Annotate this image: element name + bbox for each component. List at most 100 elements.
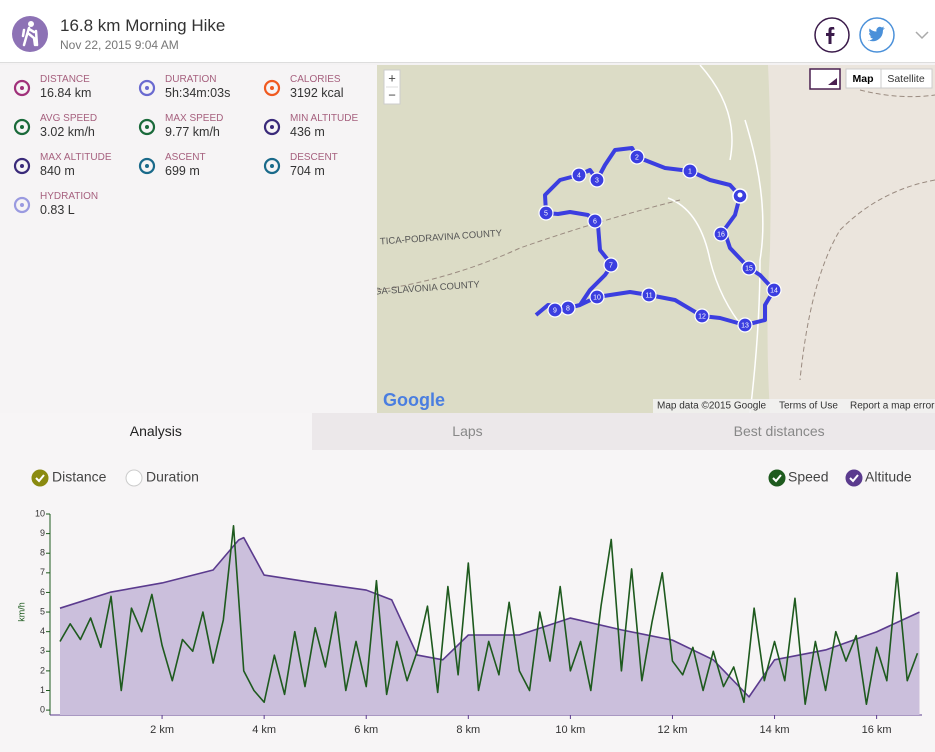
stat-label: MIN ALTITUDE <box>290 113 359 124</box>
route-marker-label: 10 <box>593 294 601 301</box>
route-marker-label: 7 <box>609 262 613 269</box>
stat: MIN ALTITUDE 436 m <box>290 113 358 139</box>
activity-date: Nov 22, 2015 9:04 AM <box>60 38 179 52</box>
icon-shape <box>138 79 156 97</box>
route-marker-label: 4 <box>577 172 581 179</box>
stat-icon <box>13 79 31 97</box>
y-tick-label: 7 <box>40 567 45 577</box>
stat: AVG SPEED 3.02 km/h <box>40 113 97 139</box>
y-tick-label: 8 <box>40 548 45 558</box>
zoom-in[interactable]: + <box>388 70 396 85</box>
route-marker-label: 1 <box>688 168 692 175</box>
speed-line <box>59 524 919 706</box>
stat-icon <box>138 118 156 136</box>
tab[interactable]: Best distances <box>623 413 935 450</box>
icon-dot <box>270 125 274 129</box>
route-marker <box>629 149 645 165</box>
stat: MAX ALTITUDE 840 m <box>40 152 112 178</box>
activity-title: 16.8 km Morning Hike <box>60 16 226 35</box>
icon-dot <box>20 164 24 168</box>
stat-value: 699 m <box>165 164 200 178</box>
stat: HYDRATION 0.83 L <box>40 191 98 217</box>
route-marker-label: 12 <box>698 313 706 320</box>
x-mode-toggle[interactable] <box>31 469 49 487</box>
icon-dot <box>270 86 274 90</box>
x-tick-label: 2 km <box>150 724 174 736</box>
x-mode-label[interactable]: Duration <box>146 469 199 485</box>
icon-dot <box>20 86 24 90</box>
y-tick-label: 1 <box>40 685 45 695</box>
route-marker <box>587 213 603 229</box>
y-tick-label: 9 <box>40 528 45 538</box>
start-pin <box>732 188 748 204</box>
map-terms[interactable]: Terms of Use <box>779 401 838 412</box>
x-tick-label: 6 km <box>354 724 378 736</box>
legend-label[interactable]: Speed <box>788 469 828 485</box>
stat-label: DESCENT <box>290 152 338 163</box>
stat-icon <box>13 118 31 136</box>
icon-shape <box>13 196 31 214</box>
map-logo: Google <box>383 390 445 410</box>
tabs: Analysis Laps Best distances <box>0 413 935 450</box>
route-marker <box>589 172 605 188</box>
y-tick-label: 4 <box>40 626 45 636</box>
x-mode-label[interactable]: Distance <box>52 469 107 485</box>
stat: DURATION 5h:34m:03s <box>165 74 230 100</box>
tab[interactable]: Analysis <box>0 413 312 450</box>
map-type-label[interactable]: Satellite <box>887 73 925 85</box>
stat-value: 3192 kcal <box>290 86 344 100</box>
map-report[interactable]: Report a map error <box>850 401 935 412</box>
stat-label: HYDRATION <box>40 191 99 202</box>
icon-dot <box>270 164 274 168</box>
altitude-area <box>60 537 920 715</box>
x-tick-label: 4 km <box>252 724 276 736</box>
x-tick-label: 16 km <box>862 724 892 736</box>
route-marker-label: 14 <box>770 287 778 294</box>
icon-shape <box>138 157 156 175</box>
stat-value: 840 m <box>40 164 75 178</box>
facebook-button[interactable] <box>814 17 850 53</box>
icon-shape <box>13 157 31 175</box>
route-marker <box>766 282 782 298</box>
fullscreen-button[interactable] <box>809 68 841 90</box>
icon-dot <box>20 125 24 129</box>
y-tick-label: 2 <box>40 665 45 675</box>
stat-icon <box>263 157 281 175</box>
map-type-satellite[interactable] <box>880 68 933 89</box>
stat-value: 5h:34m:03s <box>165 86 231 100</box>
zoom-control[interactable]: + − <box>383 69 401 105</box>
map-attribution: Map data ©2015 Google <box>657 401 767 412</box>
tab[interactable]: Laps <box>311 413 624 450</box>
stat: DISTANCE 16.84 km <box>40 74 91 100</box>
y-tick-label: 3 <box>40 646 45 656</box>
stat-icon <box>263 118 281 136</box>
legend-toggle[interactable] <box>845 469 863 487</box>
icon-dot <box>145 125 149 129</box>
icon-dot <box>20 203 24 207</box>
zoom-out[interactable]: − <box>388 87 396 102</box>
stat-value: 704 m <box>290 164 325 178</box>
expand-chevron[interactable] <box>915 31 929 40</box>
route-marker <box>682 163 698 179</box>
route-marker <box>737 317 753 333</box>
route-marker <box>571 167 587 183</box>
stats-panel: DISTANCE 16.84 km DURATION 5h:34m:03s CALORI… <box>0 65 377 413</box>
y-axis-label: km/h <box>16 602 26 622</box>
legend-label[interactable]: Altitude <box>865 469 912 485</box>
x-mode-toggle[interactable] <box>125 469 143 487</box>
stat: ASCENT 699 m <box>165 152 206 178</box>
stat: MAX SPEED 9.77 km/h <box>165 113 223 139</box>
stat-value: 3.02 km/h <box>40 125 95 139</box>
stat-icon <box>138 157 156 175</box>
twitter-button[interactable] <box>859 17 895 53</box>
map-type-label[interactable]: Map <box>853 73 874 85</box>
route-marker <box>603 257 619 273</box>
check-mark <box>772 474 782 483</box>
x-tick-label: 12 km <box>657 724 687 736</box>
x-tick-label: 10 km <box>555 724 585 736</box>
legend-toggle[interactable] <box>768 469 786 487</box>
icon-dot <box>145 164 149 168</box>
stat-label: DISTANCE <box>40 74 90 85</box>
